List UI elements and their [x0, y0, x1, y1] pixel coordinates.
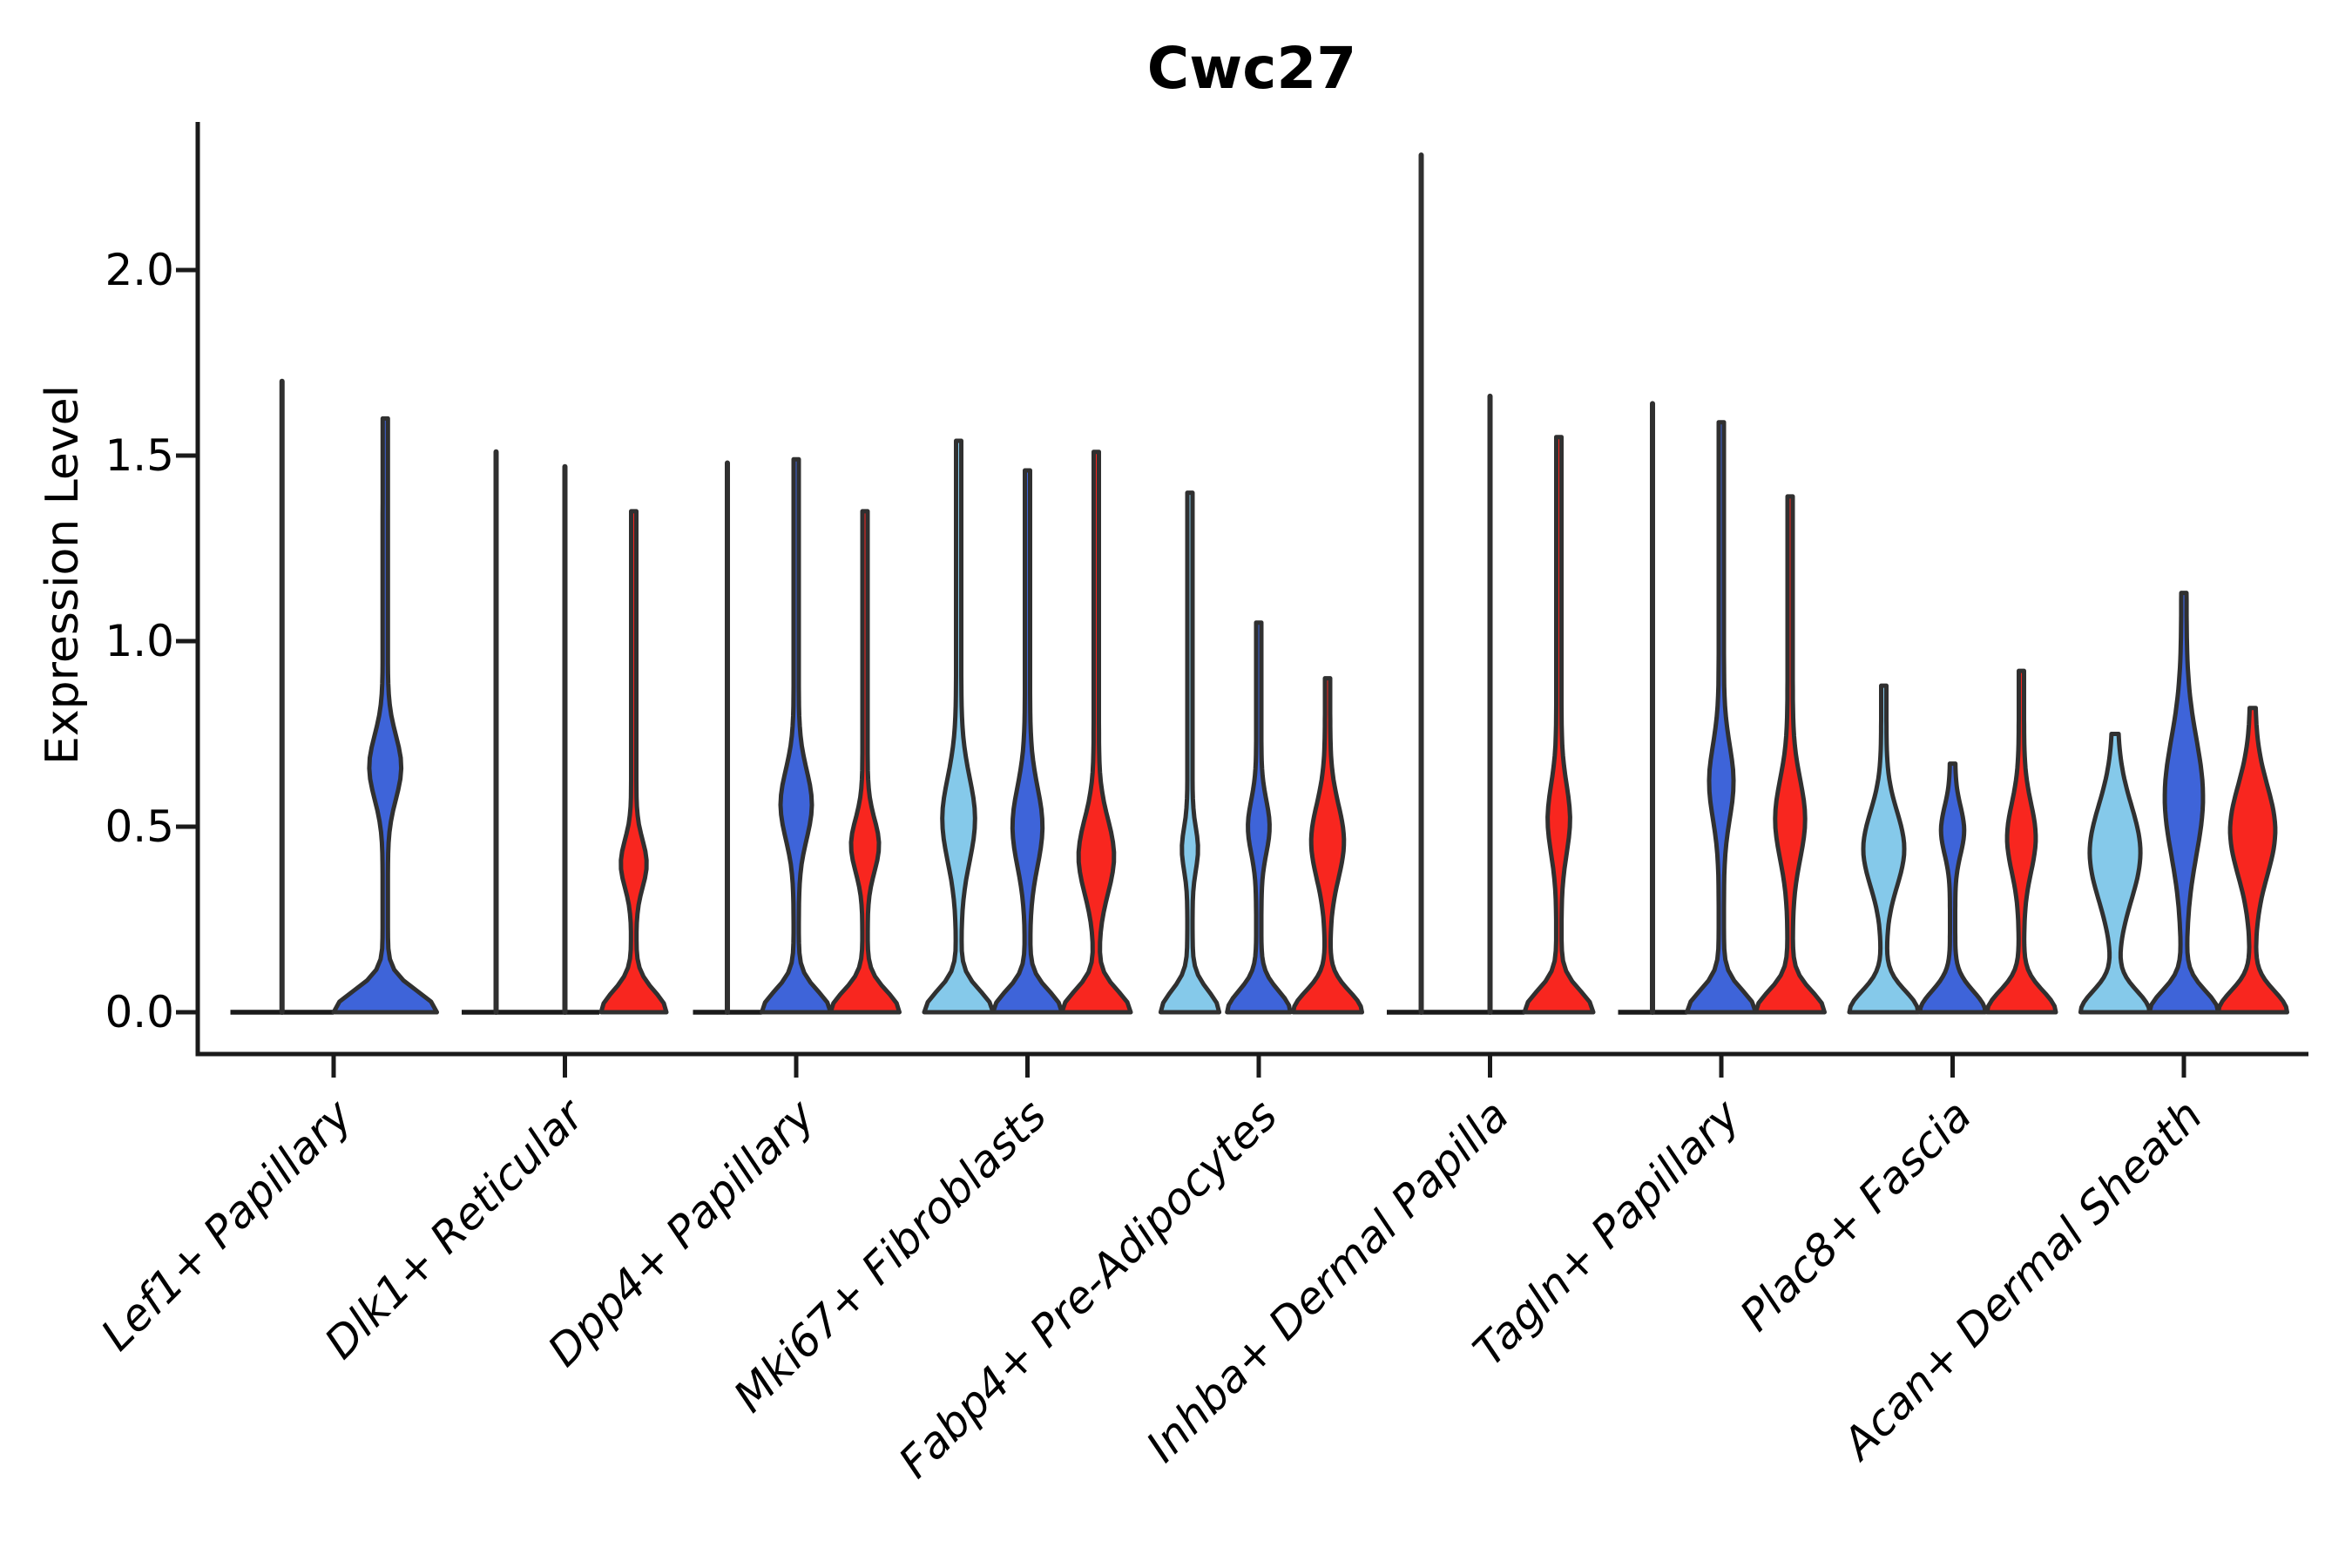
violin-light_blue — [1847, 683, 1921, 1015]
y-tick-label: 2.0 — [105, 245, 174, 295]
violin-blue — [2147, 591, 2220, 1015]
violin-red — [2216, 706, 2289, 1015]
violin-red — [1754, 494, 1827, 1015]
y-tick-label: 0.5 — [105, 801, 174, 852]
violin-light_blue — [2078, 732, 2153, 1015]
y-tick-label: 1.5 — [105, 430, 174, 481]
violin-blue — [331, 416, 439, 1015]
violin-red — [1984, 668, 2058, 1015]
violin-light_blue — [922, 438, 996, 1015]
violin-blue — [990, 468, 1064, 1015]
violin-red — [1059, 449, 1133, 1015]
y-tick-label: 0.0 — [105, 987, 174, 1037]
violin-red — [1291, 676, 1364, 1015]
violin-light_blue — [1158, 490, 1222, 1015]
violin-red — [1522, 435, 1596, 1015]
violin-red — [598, 509, 669, 1015]
violin-blue — [1225, 620, 1293, 1015]
violin-blue — [1917, 761, 1988, 1015]
violin-red — [828, 509, 902, 1015]
chart-title: Cwc27 — [1146, 35, 1357, 102]
y-tick-label: 1.0 — [105, 616, 174, 666]
violin-blue — [1685, 420, 1758, 1015]
violin-blue — [760, 456, 833, 1015]
